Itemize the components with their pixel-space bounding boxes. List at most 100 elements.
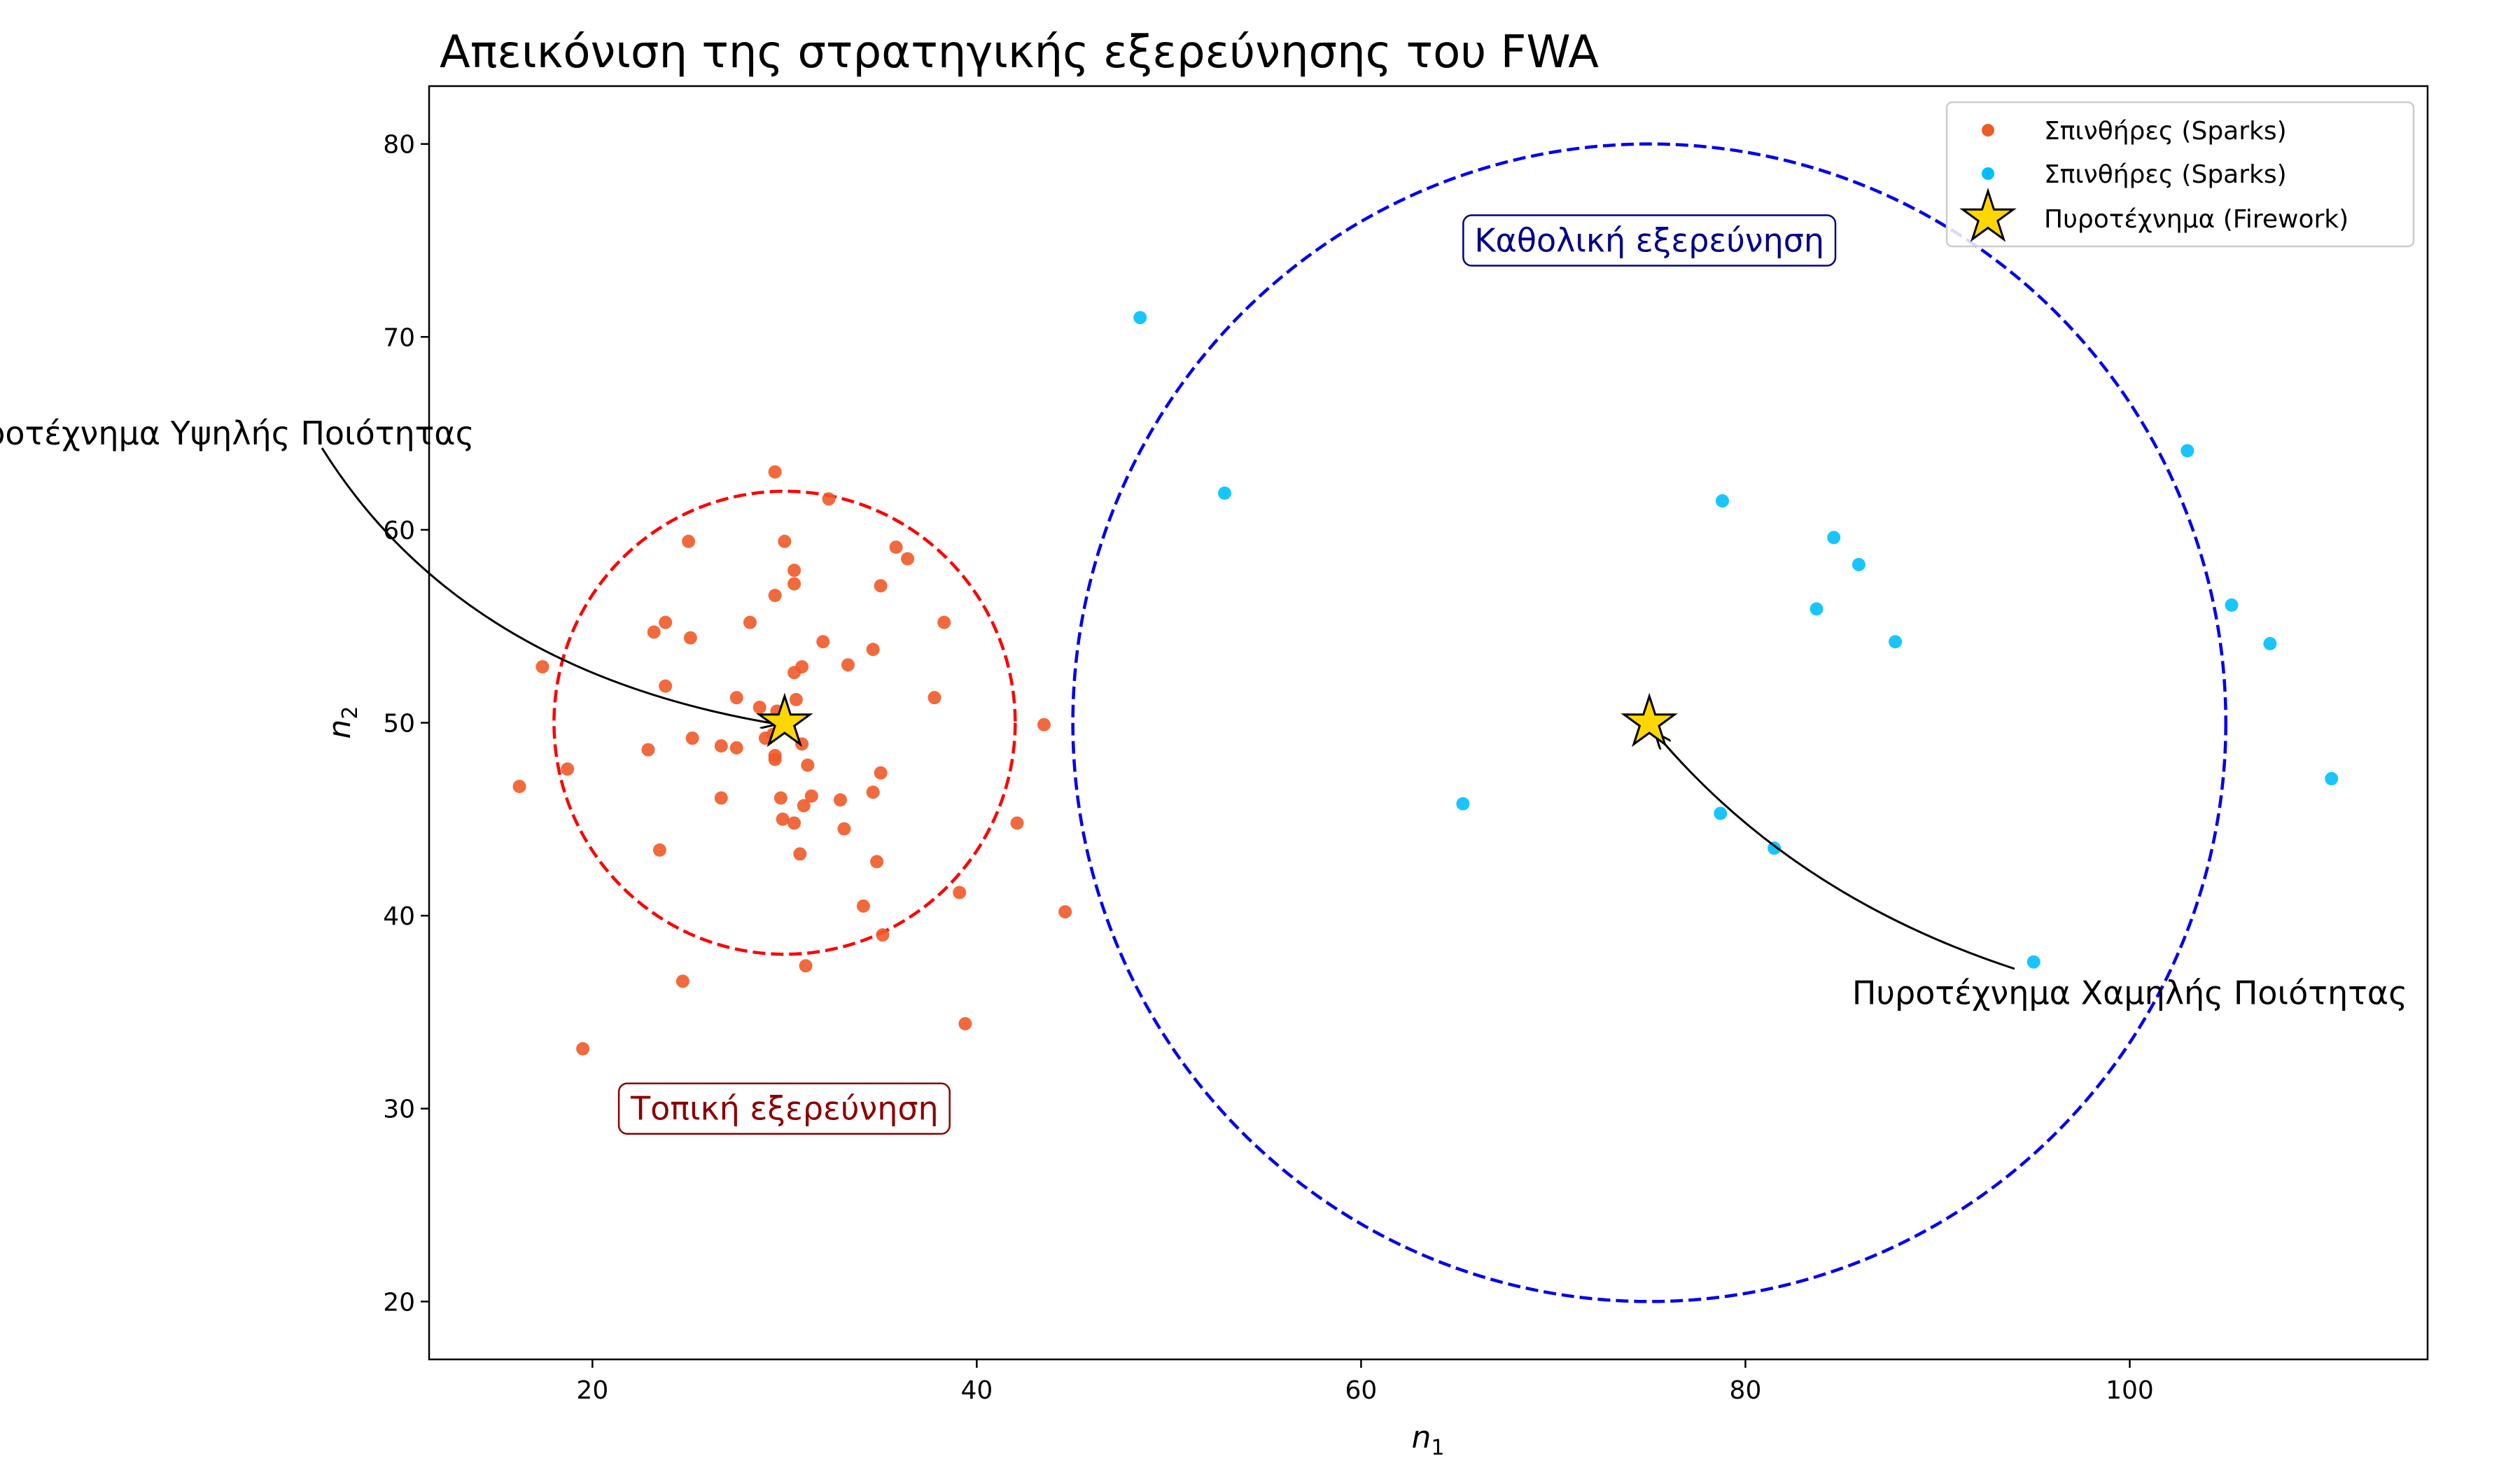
x-axis-label: n1 [1412,1420,1445,1460]
local-spark-point [659,679,673,693]
local-spark-point [682,534,696,548]
local-spark-point [714,791,728,805]
x-axis-label-main: n [1412,1420,1432,1455]
local-spark-point [652,843,666,857]
local-spark-point [874,579,888,593]
y-axis-label: n2 [322,706,363,739]
y-tick-label: 30 [383,1096,415,1124]
x-axis-label-subscript: 1 [1431,1436,1444,1460]
y-tick-label: 80 [383,131,415,160]
region-label-global: Καθολική εξερεύνηση [1474,221,1824,259]
y-tick-label: 60 [383,517,415,545]
local-spark-point [536,660,550,674]
local-spark-point [958,1016,972,1030]
exploration-circles [552,142,2228,1303]
local-spark-point [870,855,884,869]
local-spark-point [1010,816,1024,830]
local-spark-point [758,732,772,746]
local-spark-point [822,492,836,506]
local-spark-point [837,822,851,836]
global-sparks-group [1133,311,2339,969]
global-spark-point [1827,531,1841,545]
local-spark-point [576,1042,590,1056]
global-spark-point [1768,841,1782,855]
chart-title: Απεικόνιση της στρατηγικής εξερεύνησης τ… [440,27,1599,78]
annotation-arrow-high [321,447,778,724]
local-spark-point [714,739,728,753]
region-label-local-box [617,1082,951,1135]
local-spark-point [799,959,813,973]
plot-area [512,142,2339,1303]
global-spark-point [1716,494,1730,508]
local-spark-point [683,631,697,645]
local-spark-point [768,752,782,766]
global-spark-point [1218,486,1232,500]
global-spark-point [2180,444,2194,458]
local-spark-point [776,812,790,826]
local-spark-point [768,465,782,479]
legend-box [1945,101,2415,248]
x-tick-label: 60 [1345,1376,1378,1405]
local-spark-point [788,816,802,830]
y-tick-label: 40 [383,902,415,931]
local-exploration-circle [552,489,1017,956]
local-spark-point [856,899,870,913]
local-spark-point [729,691,743,705]
legend-label-firework: Πυροτέχνημα (Firework) [2044,205,2348,234]
global-spark-point [1809,602,1823,616]
y-tick-label: 20 [383,1288,415,1317]
local-spark-point [793,847,807,861]
global-spark-point [1133,311,1147,325]
local-spark-point [866,643,880,657]
x-tick-label: 20 [576,1376,608,1405]
local-spark-point [788,666,802,680]
local-spark-point [816,635,830,649]
global-spark-point [1851,558,1865,572]
global-spark-point [2263,637,2277,651]
annotation-arrow-low [1655,733,2015,970]
local-spark-point [512,779,526,793]
plot-frame [428,85,2429,1361]
local-spark-point [866,785,880,799]
annotation-label-low: Πυροτέχνημα Χαμηλής Ποιότητας [1852,974,2407,1011]
global-spark-point [1456,797,1470,811]
local-spark-point [889,540,903,554]
local-spark-point [778,534,792,548]
local-spark-point [561,762,575,776]
legend-marker-global-sparks [1982,167,1994,180]
local-spark-point [788,577,802,591]
global-spark-point [1714,806,1728,820]
legend: Σπινθήρες (Sparks) Σπινθήρες (Sparks) Πυ… [1945,101,2415,248]
local-spark-point [788,564,802,578]
local-spark-point [953,886,967,899]
local-spark-point [927,691,941,705]
x-tick-label: 80 [1730,1376,1762,1405]
global-spark-point [1889,635,1903,649]
global-spark-point [2325,771,2339,785]
annotations: Πυροτέχνημα Υψηλής Ποιότητας Πυροτέχνημα… [0,414,2407,1011]
annotation-label-high: Πυροτέχνημα Υψηλής Ποιότητας [0,414,475,452]
y-axis-label-main: n [322,720,358,739]
global-spark-point [2026,955,2040,969]
local-spark-point [676,974,690,988]
local-spark-point [801,758,815,772]
local-spark-point [804,789,818,803]
local-spark-point [743,615,757,629]
legend-label-global-sparks: Σπινθήρες (Sparks) [2044,160,2287,189]
y-tick-label: 70 [383,323,415,352]
local-spark-point [659,615,673,629]
global-spark-point [2225,598,2239,612]
legend-marker-firework [1959,188,2017,242]
local-spark-point [641,743,655,757]
local-spark-point [876,928,890,942]
local-spark-point [833,793,847,807]
local-spark-point [774,791,788,805]
local-spark-point [797,799,811,813]
local-spark-point [1037,718,1051,732]
local-spark-point [901,552,915,566]
global-exploration-circle [1071,142,2228,1303]
y-axis-label-subscript: 2 [338,706,363,720]
x-tick-label: 100 [2106,1376,2154,1405]
local-spark-point [685,732,699,746]
